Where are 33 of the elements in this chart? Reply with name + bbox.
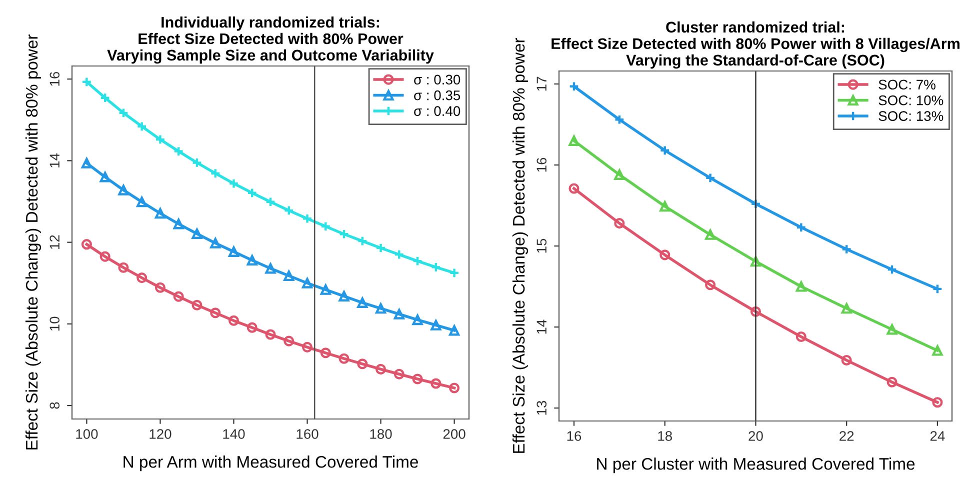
- chart-title: Cluster randomized trial: Effect Size Detected with 80% Power with 8 Villages/Arm Varying the Standard-of-Care (SOC): [552, 21, 960, 69]
- x-tick-label: 160: [296, 429, 318, 439]
- x-tick-label: 200: [443, 429, 466, 439]
- x-tick-label: 24: [930, 431, 945, 441]
- legend-label: σ : 0.35: [414, 90, 460, 100]
- y-tick-label: 15: [536, 238, 547, 253]
- legend-label: SOC: 13%: [878, 111, 944, 121]
- x-tick-label: 120: [150, 429, 172, 439]
- y-axis-title: Effect Size (Absolute Change) Detected with 80% power: [512, 38, 528, 453]
- x-tick-label: 20: [748, 431, 763, 441]
- x-axis-title: N per Arm with Measured Covered Time: [124, 456, 418, 472]
- y-tick-label: 14: [50, 153, 60, 168]
- legend-label: SOC: 10%: [878, 95, 944, 106]
- x-tick-label: 140: [223, 429, 245, 439]
- y-tick-label: 8: [50, 402, 60, 409]
- x-tick-label: 18: [658, 431, 672, 441]
- legend-label: σ : 0.30: [414, 74, 460, 85]
- x-axis-title: N per Cluster with Measured Covered Time: [597, 458, 915, 474]
- y-tick-label: 16: [50, 72, 60, 86]
- x-tick-label: 180: [370, 429, 392, 439]
- x-tick-label: 22: [840, 431, 854, 441]
- y-tick-label: 10: [50, 316, 60, 331]
- y-tick-label: 16: [536, 158, 547, 172]
- y-tick-label: 17: [536, 76, 546, 91]
- y-tick-label: 13: [536, 400, 547, 415]
- y-tick-label: 14: [536, 320, 546, 334]
- y-axis-title: Effect Size (Absolute Change) Detected with 80% power: [25, 34, 41, 450]
- x-tick-label: 100: [76, 429, 98, 439]
- y-tick-label: 12: [50, 235, 60, 249]
- legend-label: σ : 0.40: [414, 106, 460, 116]
- chart-title: Individually randomized trials: Effect Size Detected with 80% Power Varying Sample Size and Outcome Variability: [107, 16, 434, 64]
- legend-label: SOC: 7%: [878, 80, 936, 90]
- x-tick-label: 16: [567, 431, 582, 441]
